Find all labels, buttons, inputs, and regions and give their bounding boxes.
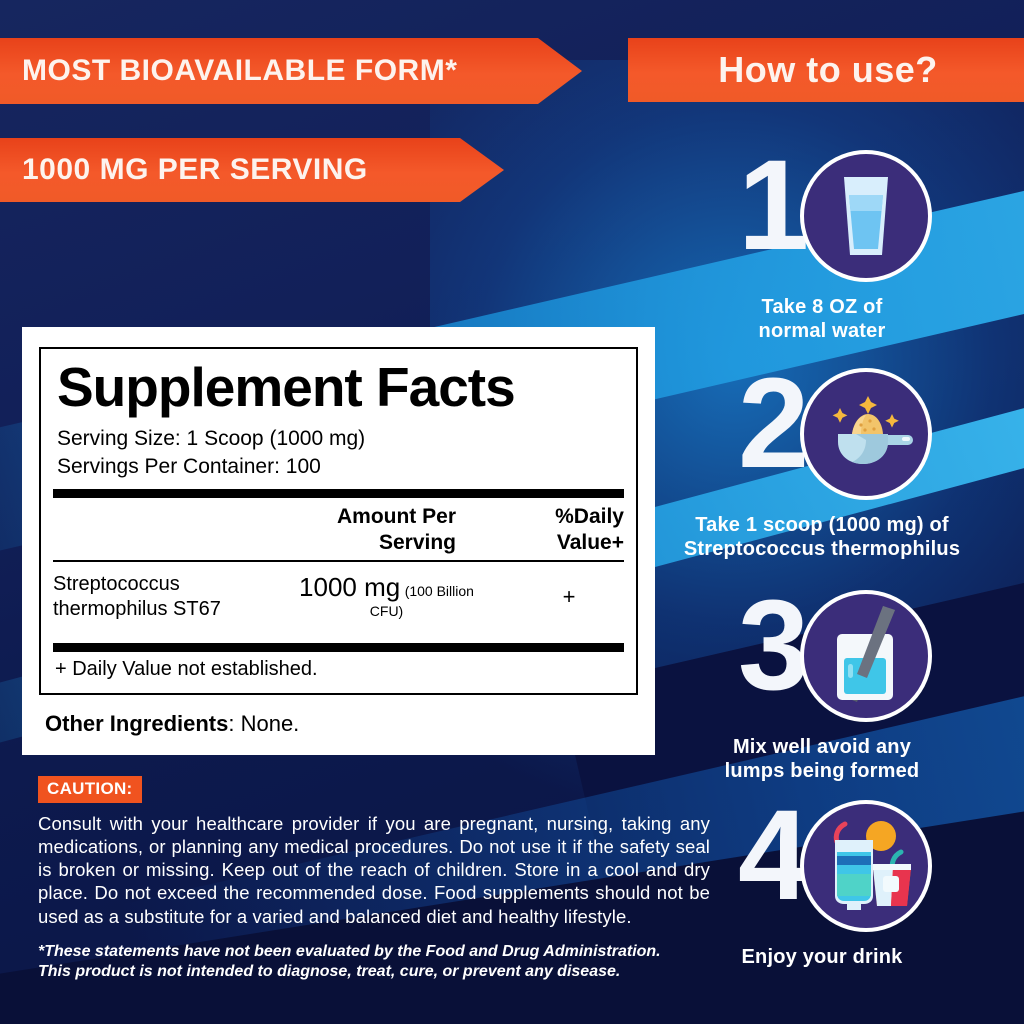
step-1-label: Take 8 OZ of normal water	[620, 295, 1024, 344]
facts-column-header-row: Amount Per Serving %Daily Value+	[53, 498, 624, 559]
powder-scoop-icon	[832, 396, 913, 464]
fda-disclaimer: *These statements have not been evaluate…	[38, 942, 710, 984]
supplement-facts-title: Supplement Facts	[57, 356, 516, 418]
ingredient-amount-note: (100 Billion CFU)	[369, 583, 474, 620]
supplement-facts-panel: Supplement Facts Serving Size: 1 Scoop (…	[22, 327, 655, 755]
table-row: Streptococcus thermophilus ST67 1000 mg …	[53, 562, 624, 634]
fda-disclaimer-line2: This product is not intended to diagnose…	[38, 963, 621, 981]
step-1-icon-circle	[800, 150, 932, 282]
thin-rule-header	[53, 559, 624, 562]
caution-body-text: Consult with your healthcare provider if…	[38, 813, 710, 927]
ingredient-name: Streptococcus thermophilus ST67	[53, 572, 293, 622]
thick-rule-bottom	[53, 642, 624, 652]
fda-disclaimer-line1: *These statements have not been evaluate…	[38, 942, 661, 960]
caution-badge: CAUTION:	[38, 776, 142, 803]
header-amount-line2: Serving	[378, 530, 456, 554]
step-4-label-line1: Enjoy your drink	[741, 946, 903, 968]
sparkle-group	[832, 396, 899, 428]
header-amount-line1: Amount Per	[336, 505, 456, 529]
serving-size-line: Serving Size: 1 Scoop (1000 mg)	[57, 426, 366, 450]
step-1-artwork: 1	[620, 142, 1024, 286]
stirring-cup-icon	[837, 606, 895, 702]
step-3-number: 3	[738, 574, 809, 717]
other-ingredients-value: : None.	[228, 710, 300, 736]
other-ingredients-line: Other Ingredients: None.	[45, 711, 638, 737]
how-to-step-1: 1 Take 8 OZ of normal water	[620, 142, 1024, 344]
banner-dose-per-serving: 1000 MG PER SERVING	[0, 138, 504, 202]
ingredient-amount: 1000 mg (100 Billion CFU)	[293, 572, 514, 621]
ingredient-name-line1: Streptococcus	[53, 572, 180, 595]
ingredient-amount-value: 1000 mg	[299, 572, 401, 603]
step-3-label-line2: lumps being formed	[724, 760, 920, 783]
header-dv-line1: %Daily	[555, 505, 624, 529]
step-3-artwork: 3	[620, 582, 1024, 726]
step-3-label: Mix well avoid any lumps being formed	[620, 735, 1024, 784]
daily-value-footnote: + Daily Value not established.	[55, 657, 318, 680]
step-4-artwork: 4	[620, 792, 1024, 936]
banner-most-bioavailable: MOST BIOAVAILABLE FORM*	[0, 38, 582, 104]
step-2-icon-circle	[800, 368, 932, 500]
thick-rule-top	[53, 489, 624, 499]
cocktail-drinks-icon	[833, 821, 911, 910]
supplement-facts-box: Supplement Facts Serving Size: 1 Scoop (…	[39, 347, 638, 695]
step-4-label: Enjoy your drink	[620, 945, 1024, 969]
step-1-label-line2: normal water	[758, 320, 886, 343]
header-dv-line2: Value+	[556, 530, 624, 554]
step-3-label-line1: Mix well avoid any	[732, 736, 912, 758]
step-2-label-line1: Take 1 scoop (1000 mg) of	[695, 514, 949, 536]
step-1-label-line1: Take 8 OZ of	[761, 296, 883, 318]
step-2-label-line2: Streptococcus thermophilus	[683, 538, 961, 561]
step-1-number: 1	[738, 134, 809, 277]
step-3-icon-circle	[800, 590, 932, 722]
step-2-number: 2	[738, 352, 809, 495]
banner-how-to-use: How to use?	[628, 38, 1024, 102]
how-to-step-4: 4 Enjoy y	[620, 792, 1024, 969]
ingredient-name-line2: thermophilus ST67	[53, 597, 221, 620]
servings-per-container-line: Servings Per Container: 100	[57, 454, 321, 478]
step-4-icon-circle	[800, 800, 932, 932]
other-ingredients-label: Other Ingredients	[45, 710, 229, 736]
step-2-label: Take 1 scoop (1000 mg) of Streptococcus …	[620, 513, 1024, 562]
header-amount-per-serving: Amount Per Serving	[293, 504, 514, 554]
step-4-number: 4	[738, 784, 809, 927]
how-to-step-3: 3 Mix well avoid any lumps being formed	[620, 582, 1024, 784]
caution-block: CAUTION: Consult with your healthcare pr…	[38, 776, 710, 983]
step-2-artwork: 2	[620, 360, 1024, 504]
water-glass-icon	[844, 177, 888, 255]
ingredient-daily-value: +	[562, 583, 576, 609]
header-daily-value: %Daily Value+	[514, 504, 624, 554]
how-to-step-2: 2 T	[620, 360, 1024, 562]
